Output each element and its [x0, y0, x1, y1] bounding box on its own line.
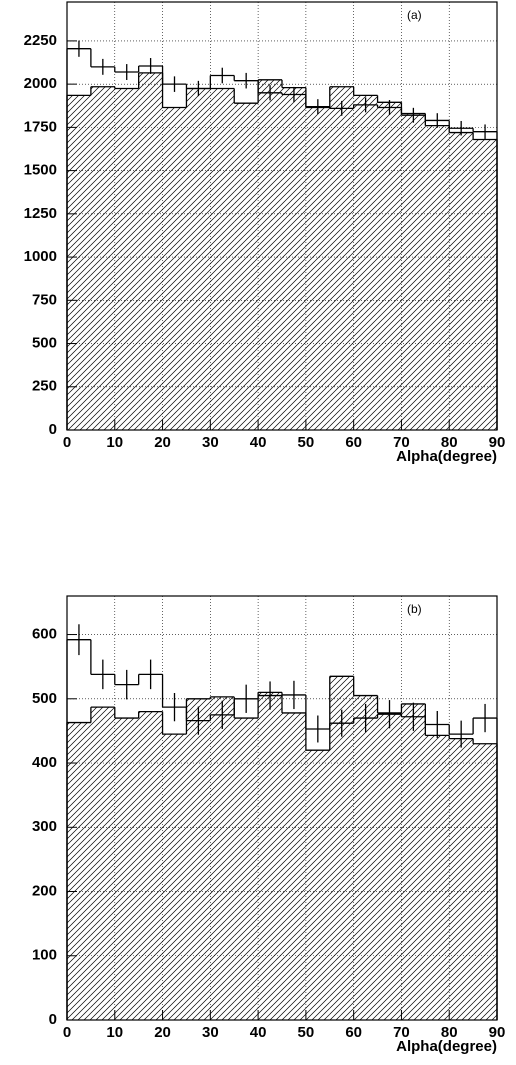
x-tick-label: 0	[63, 1024, 71, 1041]
y-tick-label: 300	[32, 818, 57, 835]
hatched-bar	[162, 734, 187, 1020]
y-tick-label: 250	[32, 378, 57, 395]
hatched-bar	[305, 750, 330, 1020]
hatched-bar	[258, 692, 282, 1020]
hatched-bar	[329, 86, 354, 430]
hatched-bar	[305, 107, 330, 430]
y-tick-label: 500	[32, 690, 57, 707]
x-tick-label: 70	[393, 1024, 410, 1041]
hatched-bar	[186, 698, 211, 1020]
x-tick-label: 90	[489, 1024, 506, 1041]
x-tick-label: 30	[202, 1024, 219, 1041]
hatched-bar	[67, 95, 91, 430]
hatched-bar	[186, 88, 211, 430]
hatched-bar	[377, 102, 402, 431]
plot-frame	[66, 595, 498, 1021]
hatched-bar	[329, 676, 354, 1020]
y-tick-label: 200	[32, 882, 57, 899]
x-tick-label: 80	[441, 434, 458, 451]
hatched-bar	[425, 735, 450, 1020]
hatched-bar	[138, 711, 163, 1020]
y-tick-label: 0	[49, 421, 57, 438]
hatched-bar	[210, 88, 235, 430]
x-tick-label: 40	[250, 434, 267, 451]
x-tick-label: 40	[250, 1024, 267, 1041]
x-tick-label: 30	[202, 434, 219, 451]
hatched-bar	[377, 712, 402, 1020]
hatched-bar	[353, 95, 378, 430]
hatched-bar	[114, 718, 139, 1020]
y-tick-label: 500	[32, 335, 57, 352]
hatched-bar	[258, 79, 282, 431]
x-tick-label: 10	[106, 1024, 123, 1041]
y-tick-label: 2250	[24, 32, 57, 49]
hatched-bar	[114, 88, 139, 430]
hatched-bar	[473, 743, 497, 1020]
hatched-bar	[162, 107, 187, 430]
x-tick-label: 20	[154, 1024, 171, 1041]
x-tick-label: 60	[345, 1024, 362, 1041]
x-tick-label: 20	[154, 434, 171, 451]
hatched-bar	[282, 87, 306, 430]
hatched-bar	[401, 113, 426, 430]
hatched-bar	[138, 72, 163, 431]
hatched-bar	[449, 132, 474, 430]
x-axis-label: Alpha(degree)	[396, 1038, 497, 1055]
hatched-bar	[90, 86, 115, 430]
y-tick-label: 100	[32, 947, 57, 964]
y-tick-label: 400	[32, 754, 57, 771]
x-tick-label: 60	[345, 434, 362, 451]
y-tick-label: 1500	[24, 162, 57, 179]
x-tick-label: 70	[393, 434, 410, 451]
y-tick-label: 0	[49, 1011, 57, 1028]
y-tick-label: 1750	[24, 118, 57, 135]
y-tick-label: 1250	[24, 205, 57, 222]
hatched-bar	[234, 103, 259, 430]
y-tick-label: 750	[32, 291, 57, 308]
hatched-bar	[210, 696, 235, 1020]
hatched-bar	[234, 718, 259, 1020]
y-tick-label: 2000	[24, 75, 57, 92]
hatched-bar	[67, 722, 91, 1020]
hatched-bar	[449, 738, 474, 1020]
hatched-bar	[282, 712, 306, 1020]
annotation: (b)	[407, 602, 422, 616]
x-tick-label: 0	[63, 434, 71, 451]
hatched-bar	[401, 703, 426, 1020]
x-tick-label: 10	[106, 434, 123, 451]
hatched-bar	[90, 707, 115, 1020]
hatched-bar	[425, 125, 450, 431]
x-tick-label: 50	[298, 1024, 315, 1041]
y-tick-label: 1000	[24, 248, 57, 265]
y-tick-label: 600	[32, 626, 57, 643]
annotation: (a)	[407, 8, 422, 22]
x-tick-label: 50	[298, 434, 315, 451]
plot-frame	[66, 1, 498, 431]
hatched-bar	[473, 139, 497, 430]
hatched-bar	[353, 695, 378, 1020]
x-axis-label: Alpha(degree)	[396, 448, 497, 465]
x-tick-label: 90	[489, 434, 506, 451]
x-tick-label: 80	[441, 1024, 458, 1041]
